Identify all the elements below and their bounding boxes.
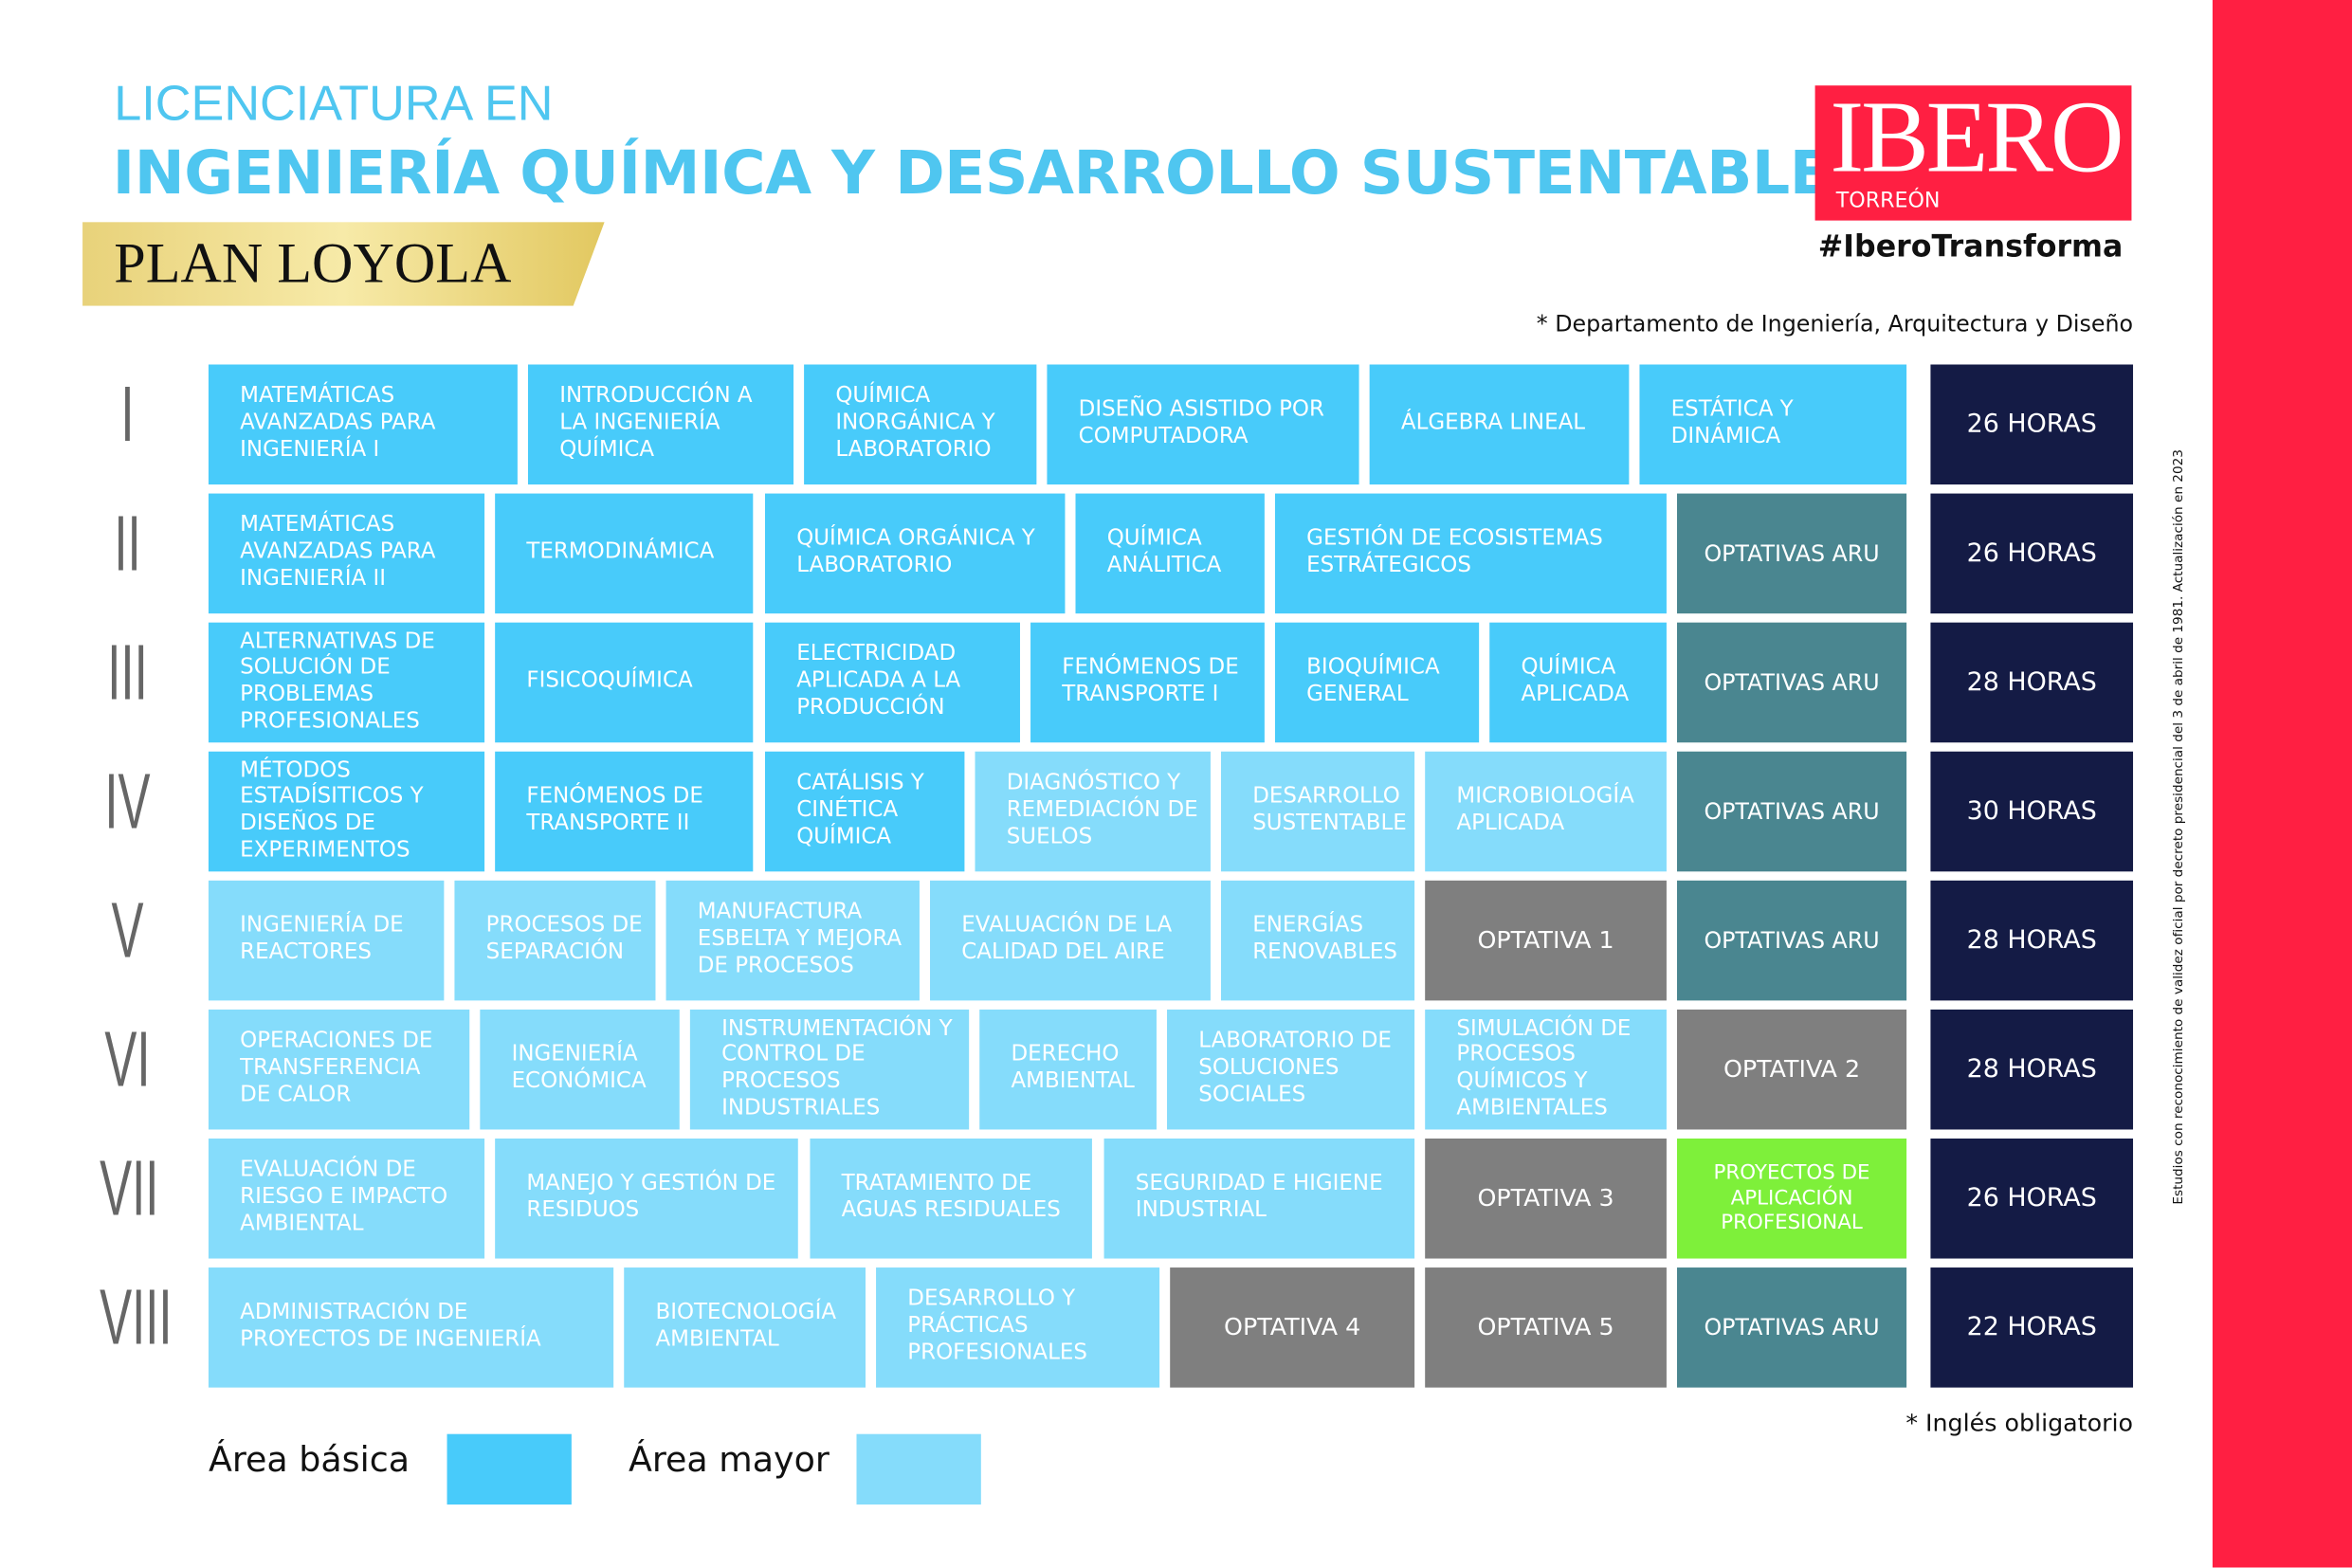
course: OPTATIVAS ARU: [1677, 751, 1907, 872]
course: OPTATIVA 1: [1425, 880, 1667, 1001]
plan-banner: [82, 222, 605, 306]
semester-hours: 28 HORAS: [1930, 1009, 2134, 1130]
course: OPTATIVA 3: [1425, 1138, 1667, 1259]
semester-hours: 30 HORAS: [1930, 751, 2134, 872]
semester-number: III: [107, 629, 148, 718]
semester-number: IV: [104, 758, 151, 847]
plan-label: PLAN LOYOLA: [114, 232, 512, 296]
title: INGENIERÍA QUÍMICA Y DESARROLLO SUSTENTA…: [112, 139, 1831, 209]
course: FISICOQUÍMICA: [495, 622, 754, 743]
course: SEGURIDAD E HIGIENE INDUSTRIAL: [1103, 1138, 1415, 1259]
subtitle: LICENCIATURA EN: [114, 75, 554, 131]
course: EVALUACIÓN DE RIESGO E IMPACTO AMBIENTAL: [208, 1138, 485, 1259]
course: MATEMÁTICAS AVANZADAS PARA INGENIERÍA II: [208, 493, 485, 614]
course: FENÓMENOS DE TRANSPORTE II: [495, 751, 754, 872]
footnote: * Inglés obligatorio: [1905, 1408, 2134, 1437]
semester-hours: 26 HORAS: [1930, 364, 2134, 485]
semester-hours: 22 HORAS: [1930, 1267, 2134, 1388]
course: MANEJO Y GESTIÓN DE RESIDUOS: [495, 1138, 798, 1259]
course: OPTATIVAS ARU: [1677, 880, 1907, 1001]
course: QUÍMICA INORGÁNICA Y LABORATORIO: [804, 364, 1037, 485]
course: MANUFACTURA ESBELTA Y MEJORA DE PROCESOS: [665, 880, 920, 1001]
legend-swatch: [856, 1433, 981, 1505]
course: ENERGÍAS RENOVABLES: [1220, 880, 1415, 1001]
course: GESTIÓN DE ECOSISTEMAS ESTRÁTEGICOS: [1274, 493, 1667, 614]
course: DIAGNÓSTICO Y REMEDIACIÓN DE SUELOS: [975, 751, 1211, 872]
course: ALTERNATIVAS DE SOLUCIÓN DE PROBLEMAS PR…: [208, 622, 485, 743]
side-bar: [2212, 0, 2352, 1568]
course: MICROBIOLOGÍA APLICADA: [1425, 751, 1667, 872]
course: TRATAMIENTO DE AGUAS RESIDUALES: [810, 1138, 1092, 1259]
course: ÁLGEBRA LINEAL: [1369, 364, 1630, 485]
course: PROYECTOS DE APLICACIÓN PROFESIONAL: [1677, 1138, 1907, 1259]
course: DESARROLLO SUSTENTABLE: [1220, 751, 1415, 872]
semester-number: I: [120, 372, 135, 460]
course: DISEÑO ASISTIDO POR COMPUTADORA: [1047, 364, 1359, 485]
course: ELECTRICIDAD APLICADA A LA PRODUCCIÓN: [764, 622, 1020, 743]
course: FENÓMENOS DE TRANSPORTE I: [1030, 622, 1265, 743]
semester-number: V: [111, 887, 144, 975]
course: TERMODINÁMICA: [495, 493, 754, 614]
legend-swatch: [447, 1433, 572, 1505]
semester-number: VII: [100, 1145, 159, 1233]
course: OPTATIVA 2: [1677, 1009, 1907, 1130]
course: INGENIERÍA DE REACTORES: [208, 880, 445, 1001]
course: QUÍMICA APLICADA: [1489, 622, 1667, 743]
semester-number: VI: [104, 1016, 151, 1104]
semester-number: II: [114, 501, 141, 589]
semester-hours: 28 HORAS: [1930, 880, 2134, 1001]
legend-label: Área básica: [208, 1441, 410, 1481]
course: OPTATIVAS ARU: [1677, 493, 1907, 614]
course: BIOQUÍMICA GENERAL: [1274, 622, 1480, 743]
course: QUÍMICA ORGÁNICA Y LABORATORIO: [764, 493, 1066, 614]
course: OPTATIVA 5: [1425, 1267, 1667, 1388]
course: MATEMÁTICAS AVANZADAS PARA INGENIERÍA I: [208, 364, 518, 485]
course: SIMULACIÓN DE PROCESOS QUÍMICOS Y AMBIEN…: [1425, 1009, 1667, 1130]
course: MÉTODOS ESTADÍSITICOS Y DISEÑOS DE EXPER…: [208, 751, 485, 872]
side-note: Estudios con reconocimiento de validez o…: [2172, 449, 2187, 1205]
course: DESARROLLO Y PRÁCTICAS PROFESIONALES: [876, 1267, 1160, 1388]
course: OPTATIVAS ARU: [1677, 622, 1907, 743]
course: BIOTECNOLOGÍA AMBIENTAL: [624, 1267, 866, 1388]
course: ADMINISTRACIÓN DE PROYECTOS DE INGENIERÍ…: [208, 1267, 614, 1388]
semester-number: VIII: [100, 1274, 173, 1362]
logo-campus: TORREÓN: [1835, 189, 1941, 213]
course: DERECHO AMBIENTAL: [979, 1009, 1157, 1130]
course: OPTATIVA 4: [1170, 1267, 1415, 1388]
course: OPTATIVAS ARU: [1677, 1267, 1907, 1388]
semester-hours: 28 HORAS: [1930, 622, 2134, 743]
legend-label: Área mayor: [628, 1441, 830, 1481]
semester-hours: 26 HORAS: [1930, 493, 2134, 614]
logo-box: [1814, 85, 2132, 221]
semester-hours: 26 HORAS: [1930, 1138, 2134, 1259]
course: OPERACIONES DE TRANSFERENCIA DE CALOR: [208, 1009, 470, 1130]
course: INGENIERÍA ECONÓMICA: [480, 1009, 680, 1130]
course: QUÍMICA ANÁLITICA: [1075, 493, 1265, 614]
course: CATÁLISIS Y CINÉTICA QUÍMICA: [764, 751, 965, 872]
course: EVALUACIÓN DE LA CALIDAD DEL AIRE: [930, 880, 1211, 1001]
course: INSTRUMENTACIÓN Y CONTROL DE PROCESOS IN…: [689, 1009, 970, 1130]
hashtag: #IberoTransforma: [1817, 228, 2124, 264]
department-note: * Departamento de Ingeniería, Arquitectu…: [1536, 310, 2134, 338]
course: ESTÁTICA Y DINÁMICA: [1639, 364, 1907, 485]
course: PROCESOS DE SEPARACIÓN: [454, 880, 656, 1001]
course: LABORATORIO DE SOLUCIONES SOCIALES: [1167, 1009, 1415, 1130]
course: INTRODUCCIÓN A LA INGENIERÍA QUÍMICA: [527, 364, 794, 485]
logo-name: IBERO: [1830, 79, 2124, 194]
